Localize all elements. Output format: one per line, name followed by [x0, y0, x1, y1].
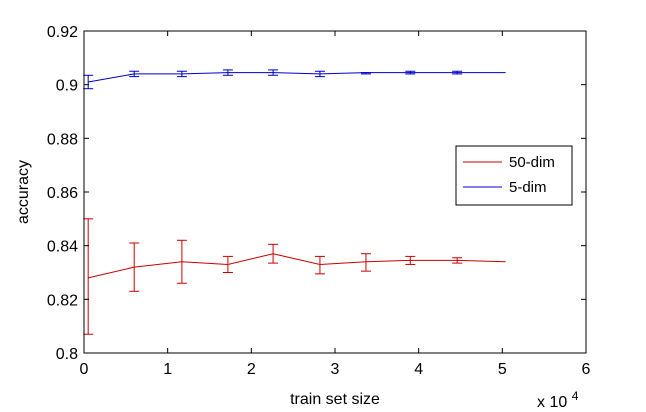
x-tick-label: 5	[498, 361, 507, 378]
error-bar-50-dim	[268, 243, 279, 264]
x-axis-title: train set size	[290, 391, 380, 408]
error-bar-50-dim	[83, 218, 94, 335]
series-line-50-dim	[88, 253, 506, 279]
series-50-dim	[83, 218, 506, 335]
y-tick-label: 0.82	[47, 292, 78, 309]
y-tick-label: 0.92	[47, 24, 78, 41]
x-tick-label: 1	[163, 361, 172, 378]
error-bar-5-dim	[452, 70, 463, 75]
error-bar-5-dim	[268, 69, 279, 76]
legend: 50-dim 5-dim	[455, 145, 573, 206]
error-bar-5-dim	[222, 69, 233, 76]
legend-label-50-dim: 50-dim	[509, 154, 555, 171]
x-axis-multiplier: x 10 4	[537, 389, 579, 411]
error-bar-5-dim	[129, 70, 140, 78]
ticks-layer: 0 1 2 3 4 5 6 0.8 0.82 0.84 0.86 0.88 0.9 0.92	[47, 24, 591, 378]
x-tick-label: 0	[80, 361, 89, 378]
series-line-5-dim	[88, 72, 506, 83]
x-tick-label: 6	[582, 361, 591, 378]
series-layer	[83, 69, 506, 335]
x-axis-multiplier-base: x 10	[537, 394, 567, 411]
error-bar-50-dim	[129, 242, 140, 292]
x-tick-label: 4	[414, 361, 423, 378]
y-tick-label: 0.86	[47, 185, 78, 202]
y-tick-label: 0.88	[47, 131, 78, 148]
y-axis-title: accuracy	[15, 160, 32, 224]
y-tick-label: 0.8	[56, 346, 78, 363]
error-bar-5-dim	[176, 70, 187, 78]
error-bar-50-dim	[222, 255, 233, 273]
error-bar-5-dim	[360, 72, 371, 75]
x-axis-multiplier-exponent: 4	[572, 389, 579, 403]
legend-label-5-dim: 5-dim	[509, 179, 547, 196]
error-bar-50-dim	[176, 239, 187, 284]
y-tick-label: 0.9	[56, 78, 78, 95]
error-bar-5-dim	[83, 74, 94, 90]
x-tick-label: 3	[331, 361, 340, 378]
x-tick-label: 2	[247, 361, 256, 378]
error-bar-50-dim	[314, 255, 325, 275]
y-tick-label: 0.84	[47, 239, 78, 256]
error-bar-5-dim	[314, 70, 325, 78]
error-bar-50-dim	[360, 253, 371, 272]
error-bar-5-dim	[405, 70, 416, 75]
legend-box	[455, 145, 573, 206]
series-5-dim	[83, 69, 506, 90]
error-bar-50-dim	[452, 257, 463, 264]
error-bar-50-dim	[405, 255, 416, 265]
